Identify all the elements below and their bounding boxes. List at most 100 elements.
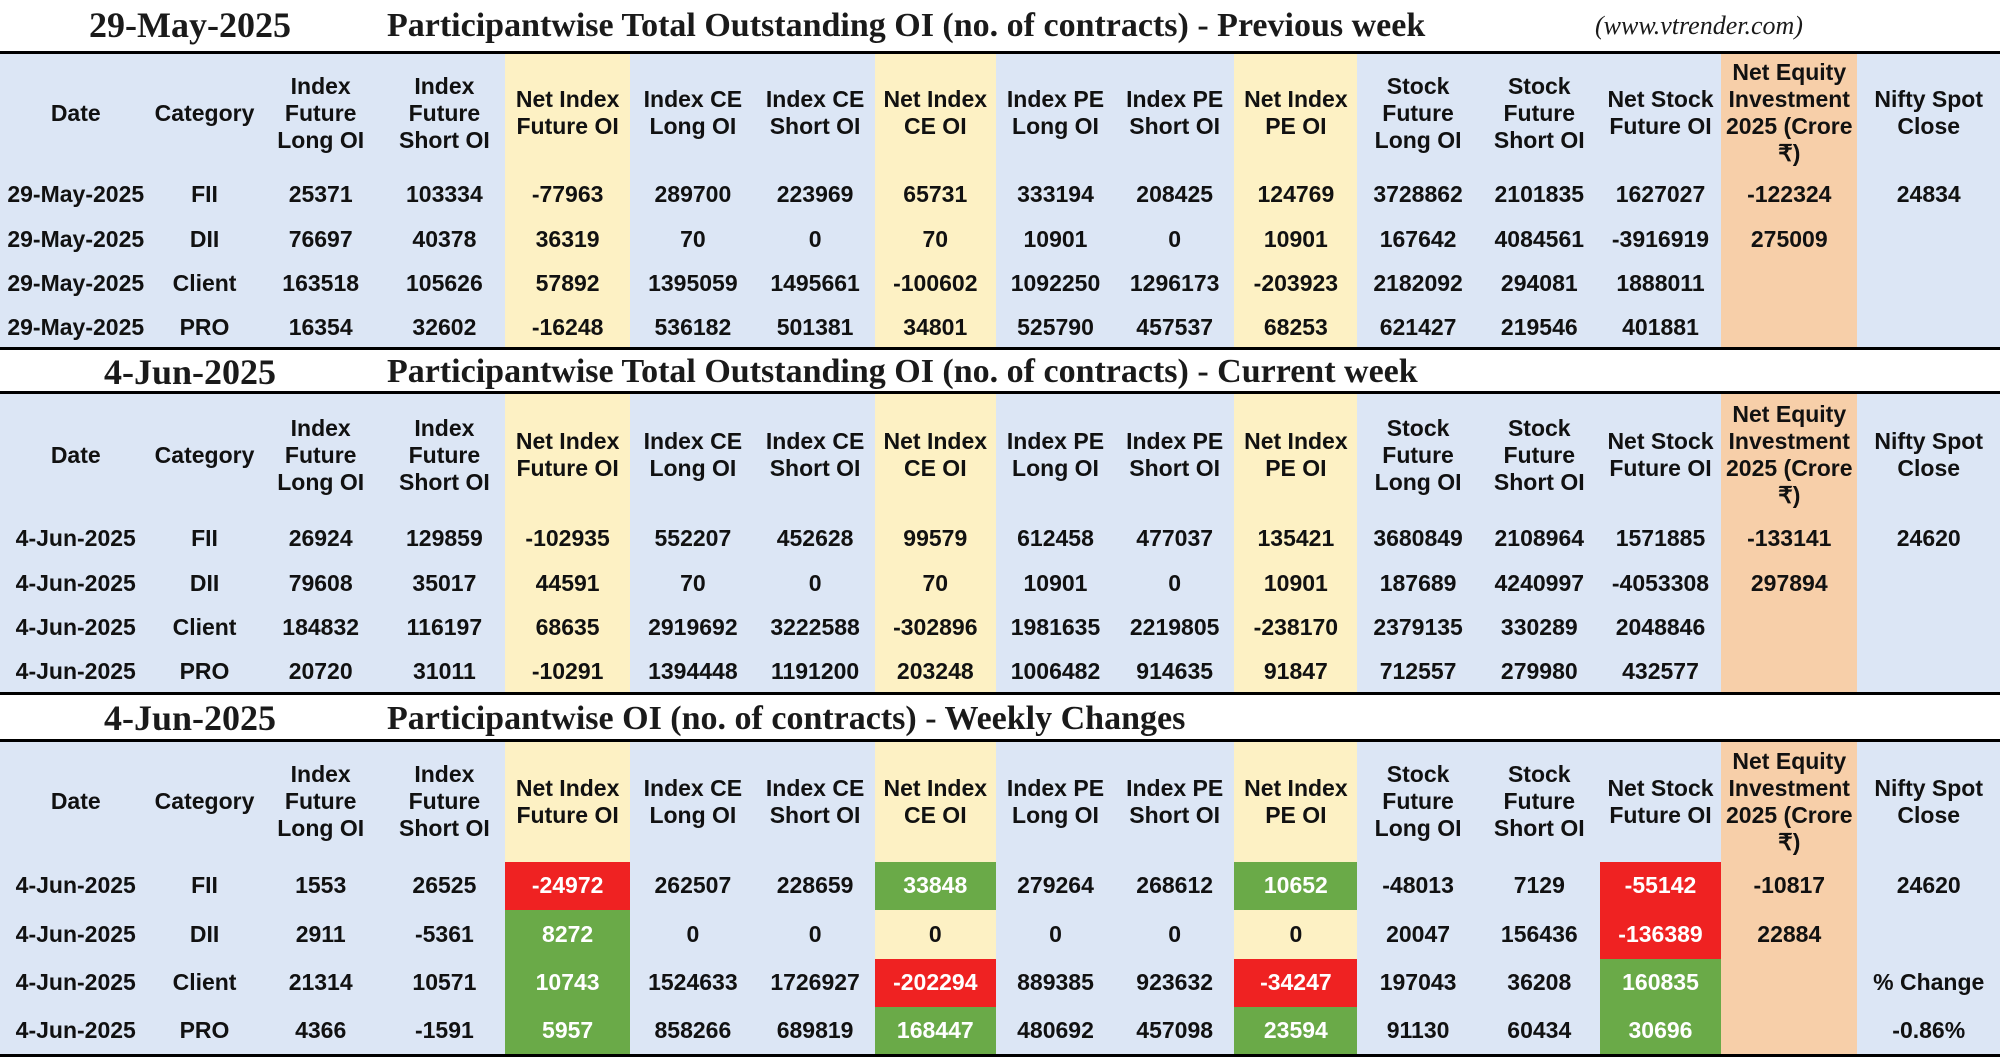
oi-value-cell: -136389 — [1599, 910, 1722, 959]
column-header: Net Index CE OI — [874, 740, 996, 862]
oi-value-cell: 333194 — [1017, 181, 1094, 208]
oi-value-cell: 1553 — [295, 872, 347, 899]
oi-value-cell: 0 — [808, 225, 822, 252]
column-header: Index Future Long OI — [277, 414, 365, 495]
column-header: Stock Future Long OI — [1374, 72, 1462, 153]
oi-value-cell: 858266 — [654, 1017, 732, 1043]
oi-value-cell — [1721, 261, 1858, 306]
column-header: Index PE Long OI — [1006, 86, 1105, 140]
oi-value-cell: 457098 — [1136, 1017, 1214, 1043]
oi-value-cell: -5361 — [414, 920, 474, 947]
oi-value-cell: 99579 — [874, 516, 996, 561]
oi-value-cell: 10901 — [1234, 561, 1358, 606]
oi-value-cell: 2101835 — [1494, 181, 1585, 208]
section-title-bar: 4-Jun-2025 Participantwise OI (no. of con… — [0, 692, 2000, 739]
section-title: Participantwise Total Outstanding OI (no… — [387, 7, 1426, 44]
oi-value-cell: 279980 — [1500, 658, 1578, 684]
oi-value-cell: 68635 — [505, 605, 631, 650]
oi-value-cell: 26924 — [288, 525, 353, 552]
oi-value-cell — [1721, 650, 1858, 695]
oi-value-cell — [1721, 958, 1858, 1007]
table-row: 4-Jun-2025 FII 26924 129859 -102935 552207 452… — [0, 516, 2000, 561]
oi-value-cell: 2182092 — [1373, 270, 1463, 297]
oi-value-cell: 70 — [874, 217, 996, 262]
oi-value-cell: 203248 — [874, 650, 996, 695]
oi-value-cell: 228659 — [776, 872, 854, 899]
oi-value-cell: 23594 — [1234, 1007, 1358, 1056]
header-row: Date Category Index Future Long OI Index Fu… — [0, 392, 2000, 517]
row-category: Client — [172, 969, 237, 996]
oi-value-cell: 70 — [680, 225, 706, 252]
oi-value-cell: 0 — [1168, 225, 1182, 252]
oi-value-cell: 432577 — [1622, 658, 1699, 684]
column-header: Index PE Long OI — [1006, 428, 1105, 482]
oi-value-cell: 0 — [1234, 910, 1358, 959]
oi-value-cell: 33848 — [874, 861, 996, 910]
oi-value-cell: 1296173 — [1129, 270, 1220, 297]
table-row: 4-Jun-2025 PRO 4366 -1591 5957 858266 689819 16… — [0, 1007, 2000, 1056]
column-header: Index Future Short OI — [399, 761, 490, 842]
oi-value-cell: 163518 — [282, 270, 360, 297]
oi-value-cell: 2379135 — [1373, 614, 1463, 641]
oi-value-cell: -1591 — [414, 1017, 474, 1043]
column-header: Index PE Short OI — [1126, 774, 1224, 828]
oi-value-cell: 1627027 — [1615, 181, 1706, 208]
oi-value-cell: 457537 — [1136, 314, 1214, 340]
row-date: 29-May-2025 — [7, 181, 145, 208]
oi-value-cell: -122324 — [1721, 172, 1858, 217]
oi-value-cell: 294081 — [1500, 270, 1578, 297]
oi-value-cell: -34247 — [1234, 958, 1358, 1007]
oi-value-cell: -48013 — [1382, 872, 1454, 899]
oi-value-cell: 124769 — [1234, 172, 1358, 217]
column-header: Index CE Long OI — [643, 86, 743, 140]
oi-value-cell: 1191200 — [770, 658, 860, 684]
row-date: 29-May-2025 — [7, 225, 145, 252]
oi-value-cell: 36319 — [505, 217, 631, 262]
oi-value-cell: -133141 — [1721, 516, 1858, 561]
row-category: DII — [189, 569, 220, 596]
row-date: 4-Jun-2025 — [15, 920, 136, 947]
section-title-bar: 29-May-2025 Participantwise Total Outstan… — [0, 0, 2000, 51]
nifty-spot-cell: 24620 — [1896, 525, 1961, 552]
oi-value-cell: 2048846 — [1615, 614, 1706, 641]
oi-value-cell: 135421 — [1234, 516, 1358, 561]
oi-value-cell: 2108964 — [1494, 525, 1585, 552]
row-category: PRO — [179, 314, 230, 340]
oi-value-cell: 2919692 — [648, 614, 738, 641]
nifty-spot-cell — [1857, 650, 2000, 695]
oi-value-cell: 501381 — [776, 314, 854, 340]
oi-value-cell: 32602 — [412, 314, 477, 340]
oi-value-cell: -238170 — [1234, 605, 1358, 650]
oi-value-cell: 1394448 — [648, 658, 738, 684]
oi-value-cell — [1721, 306, 1858, 351]
oi-value-cell: 452628 — [776, 525, 854, 552]
table-row: 29-May-2025 DII 76697 40378 36319 70 0 70 10901 0… — [0, 217, 2000, 262]
table-row: 4-Jun-2025 Client 21314 10571 10743 1524633 17… — [0, 958, 2000, 1007]
oi-value-cell: -102935 — [505, 516, 631, 561]
oi-value-cell: 477037 — [1136, 525, 1214, 552]
column-header: Nifty Spot Close — [1874, 774, 1984, 828]
oi-table: Date Category Index Future Long OI Index Fu… — [0, 739, 2000, 1057]
column-header: Stock Future Short OI — [1493, 761, 1585, 842]
oi-value-cell: 1006482 — [1010, 658, 1101, 684]
table-row: 4-Jun-2025 FII 1553 26525 -24972 262507 228659… — [0, 861, 2000, 910]
oi-value-cell: 197043 — [1379, 969, 1457, 996]
oi-value-cell: 0 — [1049, 920, 1062, 947]
oi-value-cell: -202294 — [874, 958, 996, 1007]
nifty-spot-cell — [1857, 217, 2000, 262]
oi-value-cell: 167642 — [1379, 225, 1457, 252]
oi-value-cell: 712557 — [1379, 658, 1457, 684]
oi-value-cell: 7129 — [1513, 872, 1565, 899]
oi-value-cell: 35017 — [412, 569, 477, 596]
oi-value-cell: 65731 — [874, 172, 996, 217]
column-header: Nifty Spot Close — [1874, 428, 1984, 482]
oi-value-cell: 2911 — [295, 920, 346, 947]
row-date: 4-Jun-2025 — [15, 872, 136, 899]
table-row: 4-Jun-2025 DII 79608 35017 44591 70 0 70 10901 0 1… — [0, 561, 2000, 606]
oi-value-cell: 116197 — [406, 614, 483, 641]
oi-value-cell: -16248 — [505, 306, 631, 351]
oi-value-cell: 3680849 — [1373, 525, 1463, 552]
oi-value-cell: 1888011 — [1616, 270, 1705, 297]
row-date: 4-Jun-2025 — [15, 658, 136, 684]
column-header: Index Future Long OI — [277, 761, 365, 842]
